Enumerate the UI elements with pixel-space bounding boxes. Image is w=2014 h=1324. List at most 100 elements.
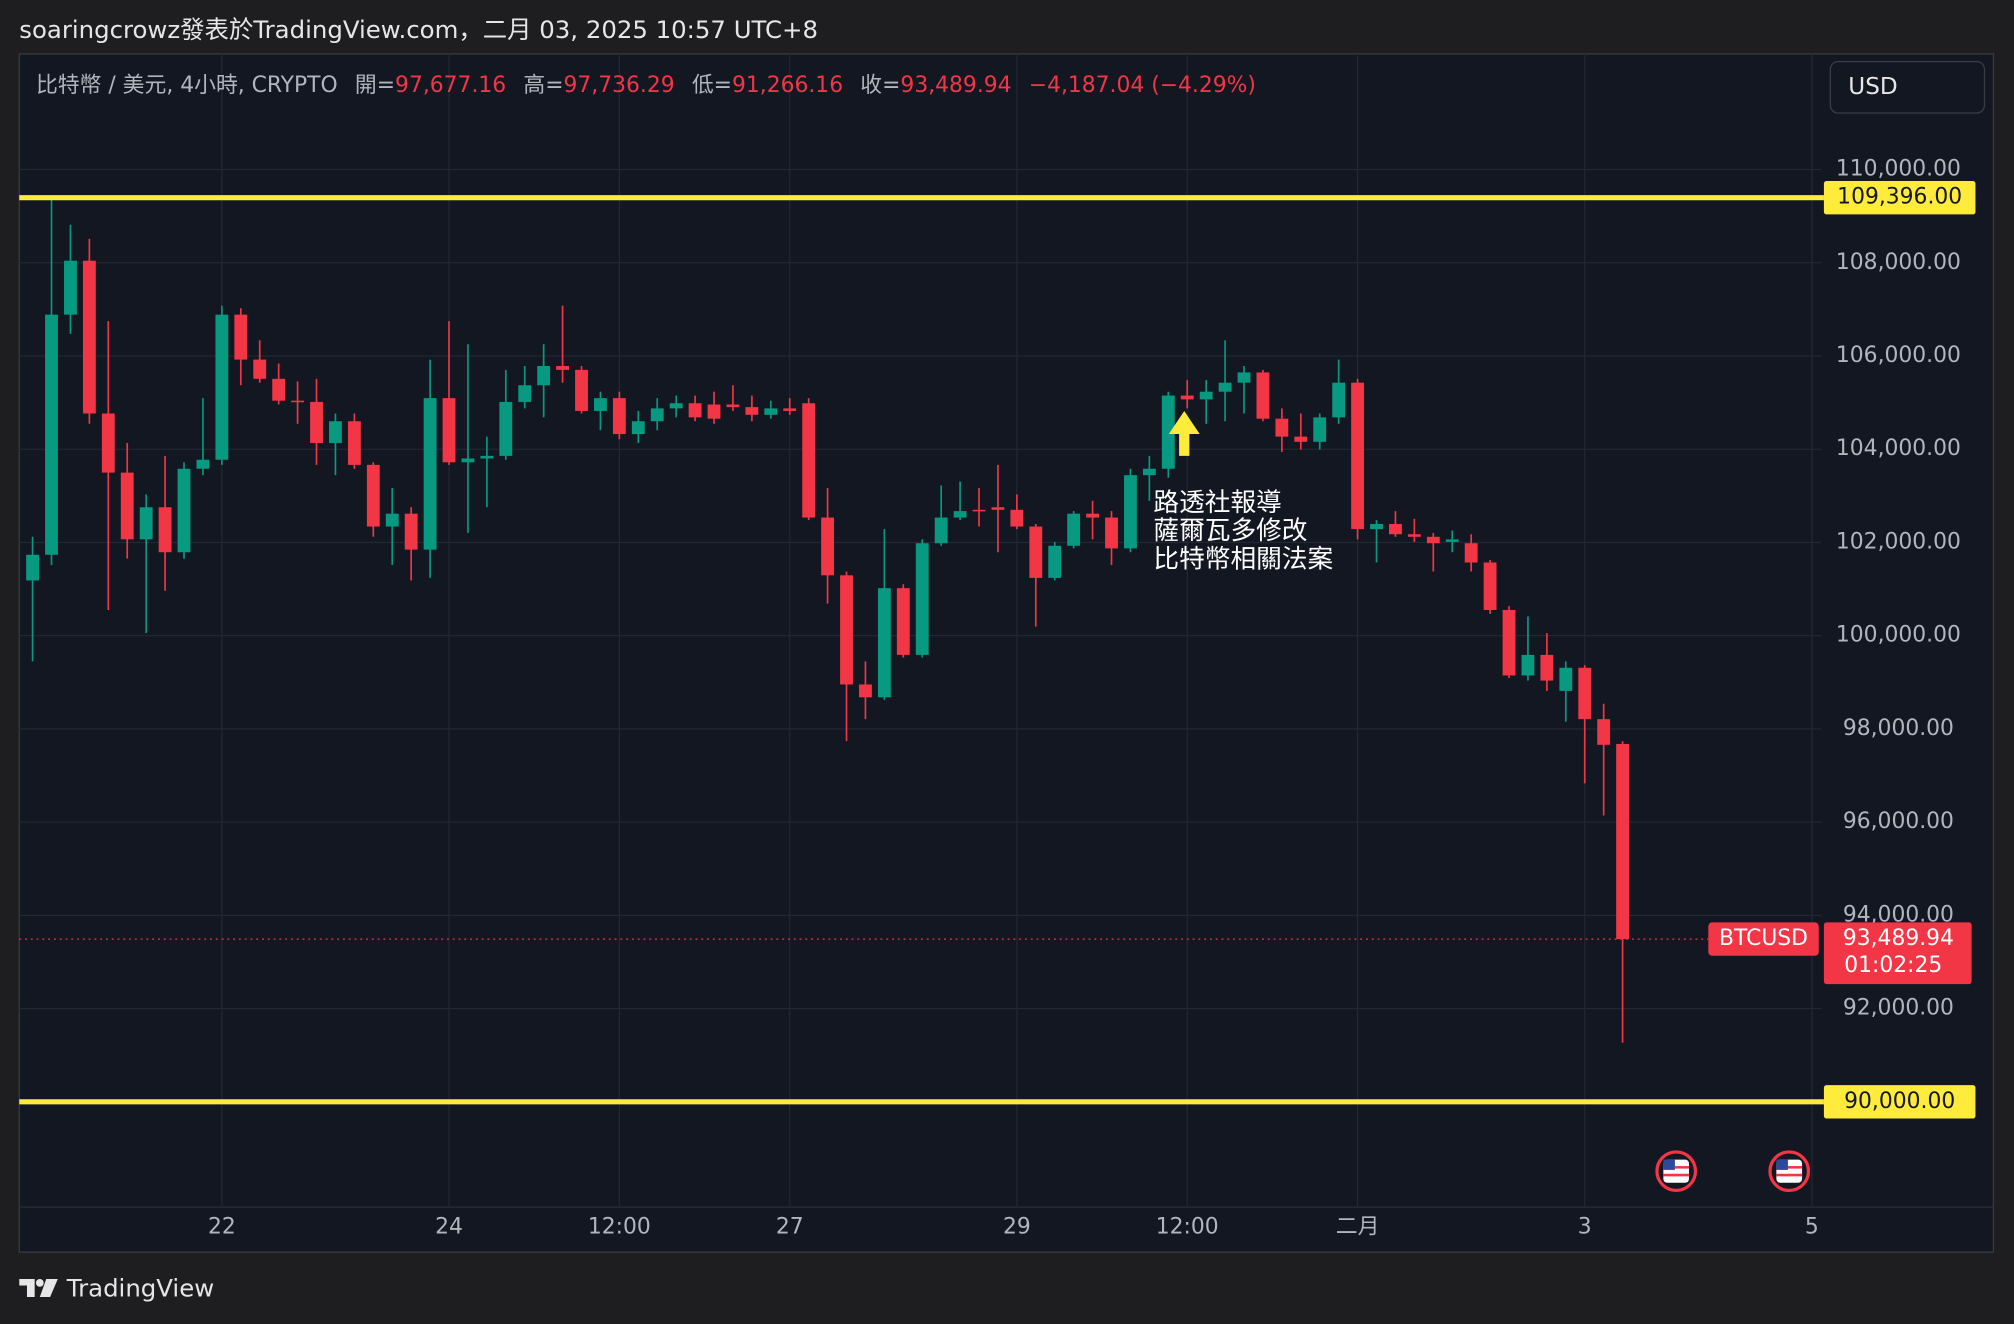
candle-body — [101, 413, 115, 473]
candle-body — [537, 366, 551, 386]
event-flag[interactable] — [1655, 1150, 1698, 1193]
candle-body — [1559, 667, 1573, 691]
candle-body — [1180, 395, 1194, 400]
x-tick-label: 12:00 — [588, 1215, 651, 1240]
x-tick-label: 二月 — [1336, 1215, 1380, 1240]
candle-body — [1597, 719, 1611, 745]
candle-body — [1616, 743, 1630, 940]
candle-body — [1407, 534, 1421, 537]
candle-body — [915, 543, 929, 655]
currency-label[interactable]: USD — [1848, 74, 1897, 100]
annotation-text: 比特幣相關法案 — [1153, 544, 1333, 574]
candle-body — [953, 511, 967, 518]
y-tick-label: 100,000.00 — [1836, 623, 1961, 648]
candle-body — [1105, 517, 1118, 549]
y-tick-label: 108,000.00 — [1836, 250, 1961, 275]
countdown-label: 01:02:25 — [1844, 953, 1942, 978]
currency-button[interactable] — [1829, 60, 1986, 114]
candle-body — [291, 400, 305, 403]
legend-field-value: 91,266.16 — [732, 73, 843, 98]
candle-body — [26, 554, 40, 581]
candle-body — [158, 507, 172, 553]
legend-field-value: 97,736.29 — [564, 73, 675, 98]
candle-body — [1218, 382, 1232, 392]
candle-body — [594, 398, 607, 411]
candle-body — [575, 369, 588, 411]
candle-body — [1142, 468, 1156, 476]
legend-field-name: 低= — [692, 73, 732, 98]
candle-body — [1521, 654, 1535, 676]
candle-body — [518, 385, 532, 402]
last-price-box — [1823, 922, 1972, 985]
legend-field-name: 開= — [355, 73, 395, 98]
x-tick-label: 3 — [1578, 1215, 1592, 1240]
candle-body — [612, 398, 626, 435]
candle-body — [1464, 543, 1478, 563]
candle-body — [385, 513, 399, 527]
candle-body — [1313, 417, 1327, 442]
y-tick-label: 102,000.00 — [1836, 529, 1961, 554]
candle-body — [234, 314, 248, 360]
symbol-label: BTCUSD — [1719, 926, 1808, 951]
candle-body — [821, 517, 835, 576]
legend-symbol: 比特幣 / 美元, 4小時, CRYPTO — [36, 73, 338, 98]
candle-body — [556, 366, 570, 370]
candle-body — [1161, 395, 1175, 469]
y-tick-label: 110,000.00 — [1836, 157, 1961, 182]
footer-brand: TradingView — [66, 1273, 214, 1302]
price-label: 109,396.00 — [1837, 185, 1962, 210]
candle-body — [1294, 436, 1308, 442]
candle-body — [196, 459, 210, 469]
candle-body — [631, 421, 645, 435]
x-tick-label: 29 — [1003, 1215, 1031, 1240]
candle-body — [1540, 654, 1554, 681]
legend-field-name: 高= — [523, 73, 563, 98]
x-tick-label: 22 — [208, 1215, 236, 1240]
candle-body — [1332, 382, 1346, 418]
annotation-arrow — [1168, 410, 1200, 456]
legend-field-value: 93,489.94 — [900, 73, 1011, 98]
candle-body — [991, 507, 1005, 510]
x-tick-label: 5 — [1805, 1215, 1819, 1240]
candle-body — [253, 359, 267, 379]
x-tick-label: 27 — [776, 1215, 804, 1240]
price-label-box — [1823, 1085, 1976, 1119]
y-tick-label: 104,000.00 — [1836, 436, 1961, 461]
candle-body — [1048, 545, 1062, 578]
header-title: soaringcrowz發表於TradingView.com，二月 03, 20… — [19, 15, 818, 44]
candle-body — [1067, 513, 1081, 546]
candle-body — [688, 403, 702, 418]
chart-panel — [18, 53, 1995, 1253]
candle-body — [347, 421, 361, 465]
candle-body — [877, 588, 891, 698]
candle-body — [840, 575, 853, 685]
candle-body — [1086, 513, 1100, 518]
candle-body — [480, 455, 494, 459]
candle-body — [1502, 609, 1516, 676]
candle-body — [272, 378, 286, 401]
y-tick-label: 96,000.00 — [1843, 809, 1954, 834]
candle-body — [802, 403, 816, 518]
candle-body — [1370, 523, 1383, 530]
candle-body — [1445, 539, 1459, 542]
candle-body — [120, 472, 134, 540]
candle-body — [177, 468, 191, 553]
candle-body — [404, 513, 418, 550]
plot: 92,000.0094,000.0096,000.0098,000.00100,… — [19, 53, 1976, 1240]
candle-body — [499, 401, 513, 456]
y-tick-label: 106,000.00 — [1836, 343, 1961, 368]
y-tick-label: 92,000.00 — [1843, 996, 1954, 1021]
event-flag[interactable] — [1768, 1150, 1811, 1193]
symbol-label-box — [1708, 922, 1819, 956]
candle-body — [423, 398, 437, 550]
legend-field-name: 收= — [860, 73, 900, 98]
candle-body — [461, 458, 475, 463]
candle-body — [1199, 391, 1213, 400]
candle-body — [896, 588, 910, 655]
candle-body — [329, 421, 342, 444]
candle-body — [669, 403, 683, 409]
candle-body — [859, 684, 872, 698]
candle-body — [726, 404, 740, 408]
legend: 比特幣 / 美元, 4小時, CRYPTO 開=97,677.16 高=97,7… — [36, 73, 1256, 98]
